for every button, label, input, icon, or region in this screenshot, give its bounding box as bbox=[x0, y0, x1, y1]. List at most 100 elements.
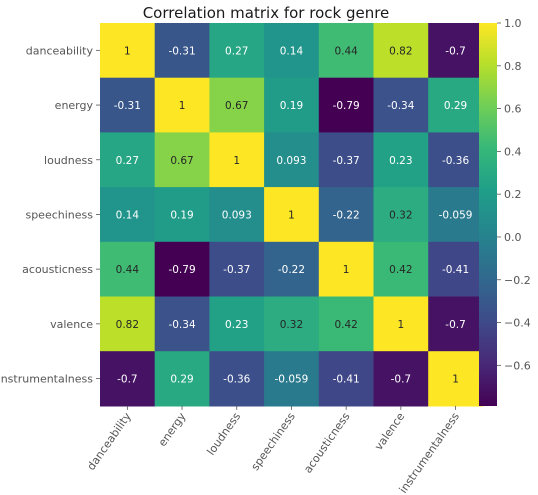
heatmap-cell-instrumentalness-danceability bbox=[100, 351, 156, 407]
heatmap-cell-instrumentalness-acousticness bbox=[318, 351, 375, 407]
heatmap-cell-instrumentalness-energy bbox=[154, 351, 210, 407]
chart-title: Correlation matrix for rock genre bbox=[143, 4, 390, 22]
cell-value-danceability-speechiness: 0.14 bbox=[280, 45, 304, 57]
cell-value-energy-loudness: 0.67 bbox=[225, 100, 248, 112]
x-tick-label-danceability: danceability bbox=[85, 410, 134, 473]
heatmap-cell-acousticness-energy bbox=[154, 241, 210, 298]
cell-value-speechiness-valence: 0.32 bbox=[389, 209, 412, 221]
heatmap-cell-speechiness-energy bbox=[154, 187, 210, 243]
heatmap-cell-energy-acousticness bbox=[318, 77, 375, 133]
heatmap-cell-danceability-instrumentalness bbox=[428, 23, 484, 79]
cell-value-loudness-danceability: 0.27 bbox=[116, 155, 139, 167]
heatmap-cell-danceability-acousticness bbox=[318, 23, 375, 79]
x-tick-label-acousticness: acousticness bbox=[301, 410, 352, 476]
cell-value-loudness-loudness: 1 bbox=[233, 155, 240, 167]
heatmap-cell-instrumentalness-loudness bbox=[209, 351, 265, 407]
cell-value-speechiness-loudness: 0.093 bbox=[222, 209, 252, 221]
x-tick-label-instrumentalness: instrumentalness bbox=[397, 410, 462, 495]
cell-value-instrumentalness-instrumentalness: 1 bbox=[452, 374, 459, 386]
heatmap-cell-danceability-loudness bbox=[209, 23, 265, 79]
cell-value-speechiness-instrumentalness: -0.059 bbox=[439, 209, 473, 221]
cell-value-valence-danceability: 0.82 bbox=[116, 319, 139, 331]
heatmap-cell-instrumentalness-valence bbox=[373, 351, 429, 407]
x-tick-label-energy: energy bbox=[156, 410, 189, 449]
cell-value-loudness-energy: 0.67 bbox=[170, 155, 193, 167]
heatmap-cells bbox=[100, 23, 484, 407]
cell-value-valence-loudness: 0.23 bbox=[225, 319, 248, 331]
y-tick-label-valence: valence bbox=[50, 318, 93, 331]
heatmap-cell-danceability-energy bbox=[154, 23, 210, 79]
heatmap-cell-loudness-energy bbox=[154, 132, 210, 188]
cell-value-instrumentalness-danceability: -0.7 bbox=[117, 374, 138, 386]
cell-value-energy-valence: -0.34 bbox=[387, 100, 414, 112]
cell-value-instrumentalness-acousticness: -0.41 bbox=[333, 374, 360, 386]
heatmap-cell-loudness-instrumentalness bbox=[428, 132, 484, 188]
cell-value-danceability-loudness: 0.27 bbox=[225, 45, 248, 57]
heatmap-cell-valence-danceability bbox=[100, 296, 156, 352]
cell-value-labels: 1 -0.31 0.27 0.14 0.44 0.82 -0.7 -0.31 1 0.67 0.19… bbox=[114, 45, 473, 385]
cell-value-valence-energy: -0.34 bbox=[168, 319, 195, 331]
heatmap-cell-energy-valence bbox=[373, 77, 429, 133]
colorbar-tick-label: 0.8 bbox=[504, 60, 522, 73]
cell-value-loudness-instrumentalness: -0.36 bbox=[442, 155, 469, 167]
heatmap-cell-energy-energy bbox=[154, 77, 210, 133]
colorbar-gradient bbox=[479, 23, 497, 406]
colorbar-tick-label: −0.6 bbox=[504, 359, 531, 372]
cell-value-valence-valence: 1 bbox=[398, 319, 405, 331]
heatmap-cell-acousticness-acousticness bbox=[318, 241, 375, 298]
y-tick-label-speechiness: speechiness bbox=[25, 208, 93, 221]
cell-value-speechiness-acousticness: -0.22 bbox=[333, 209, 360, 221]
heatmap-cell-speechiness-instrumentalness bbox=[428, 187, 484, 243]
y-tick-label-loudness: loudness bbox=[44, 154, 93, 167]
heatmap-cell-danceability-danceability bbox=[100, 23, 156, 79]
cell-value-danceability-instrumentalness: -0.7 bbox=[445, 45, 466, 57]
x-tick-label-valence: valence bbox=[372, 410, 407, 453]
colorbar-tick-label: 0.2 bbox=[504, 188, 522, 201]
cell-value-valence-instrumentalness: -0.7 bbox=[445, 319, 466, 331]
cell-value-loudness-valence: 0.23 bbox=[389, 155, 412, 167]
heatmap-cell-loudness-speechiness bbox=[264, 132, 320, 188]
cell-value-speechiness-speechiness: 1 bbox=[288, 209, 295, 221]
x-axis-ticks: danceability energy loudness speechiness aco… bbox=[85, 405, 462, 495]
cell-value-instrumentalness-speechiness: -0.059 bbox=[275, 374, 309, 386]
y-tick-label-danceability: danceability bbox=[26, 44, 94, 57]
y-tick-label-instrumentalness: instrumentalness bbox=[0, 373, 93, 386]
x-tick-label-loudness: loudness bbox=[204, 410, 243, 458]
cell-value-energy-acousticness: -0.79 bbox=[333, 100, 360, 112]
colorbar: 1.0 0.8 0.6 0.4 0.2 0.0 −0.2 −0.4 −0.6 bbox=[479, 17, 531, 406]
heatmap-cell-speechiness-loudness bbox=[209, 187, 265, 243]
heatmap-cell-instrumentalness-instrumentalness bbox=[428, 351, 484, 407]
cell-value-acousticness-energy: -0.79 bbox=[168, 264, 195, 276]
heatmap-cell-instrumentalness-speechiness bbox=[264, 351, 320, 407]
cell-value-energy-energy: 1 bbox=[179, 100, 186, 112]
y-axis-ticks: danceability energy loudness speechiness aco… bbox=[0, 44, 100, 386]
cell-value-danceability-valence: 0.82 bbox=[389, 45, 412, 57]
heatmap-cell-loudness-acousticness bbox=[318, 132, 375, 188]
heatmap-cell-acousticness-loudness bbox=[209, 241, 265, 298]
cell-value-valence-speechiness: 0.32 bbox=[280, 319, 303, 331]
heatmap-cell-valence-energy bbox=[154, 296, 210, 352]
cell-value-energy-speechiness: 0.19 bbox=[280, 100, 303, 112]
cell-value-acousticness-speechiness: -0.22 bbox=[278, 264, 305, 276]
heatmap-cell-danceability-valence bbox=[373, 23, 429, 79]
cell-value-acousticness-acousticness: 1 bbox=[343, 264, 350, 276]
cell-value-acousticness-valence: 0.42 bbox=[389, 264, 412, 276]
heatmap-cell-valence-loudness bbox=[209, 296, 265, 352]
cell-value-acousticness-loudness: -0.37 bbox=[223, 264, 250, 276]
colorbar-tick-label: −0.4 bbox=[504, 317, 531, 330]
cell-value-loudness-speechiness: 0.093 bbox=[276, 155, 306, 167]
heatmap-cell-loudness-valence bbox=[373, 132, 429, 188]
heatmap-cell-valence-instrumentalness bbox=[428, 296, 484, 352]
cell-value-energy-danceability: -0.31 bbox=[114, 100, 141, 112]
heatmap-cell-loudness-danceability bbox=[100, 132, 156, 188]
cell-value-speechiness-energy: 0.19 bbox=[170, 209, 193, 221]
heatmap-cell-valence-acousticness bbox=[318, 296, 375, 352]
cell-value-danceability-energy: -0.31 bbox=[168, 45, 195, 57]
heatmap-cell-valence-valence bbox=[373, 296, 429, 352]
cell-value-danceability-acousticness: 0.44 bbox=[334, 45, 358, 57]
cell-value-danceability-danceability: 1 bbox=[124, 45, 131, 57]
heatmap-cell-energy-instrumentalness bbox=[428, 77, 484, 133]
cell-value-instrumentalness-energy: 0.29 bbox=[170, 374, 193, 386]
heatmap-cell-energy-loudness bbox=[209, 77, 265, 133]
